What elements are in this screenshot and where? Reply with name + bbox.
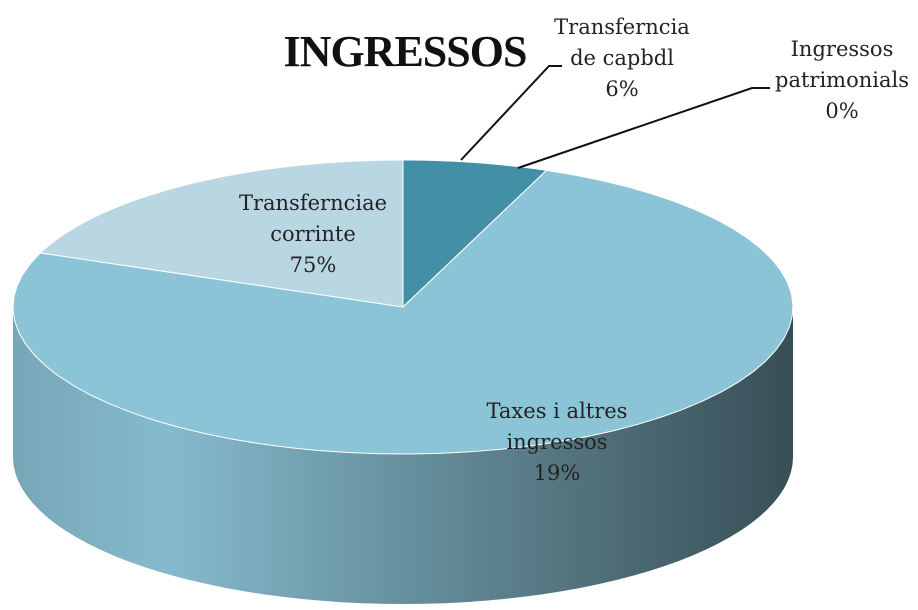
leader-line [460,65,562,161]
category-label: Taxes i altres ingressos [486,399,628,454]
data-label: Transfernciae corrinte 75% [213,188,413,281]
value-label: 6% [605,77,639,101]
slice [12,169,794,455]
value-label: 19% [533,461,581,485]
chart-title: INGRESSOS [283,27,528,76]
data-label: Taxes i altres ingressos 19% [447,396,667,489]
category-label: Transfernciae corrinte [238,191,388,246]
side-shade [13,307,793,604]
plot [12,159,794,604]
data-label: Transferncia de capbdl 6% [547,12,697,105]
category-label: Transferncia de capbdl [554,15,690,70]
slice [402,159,548,309]
value-label: 0% [825,99,859,123]
leader-line [517,87,770,169]
slice [39,159,404,308]
data-label: Ingressos patrimonials 0% [762,34,918,127]
category-label: Ingressos patrimonials [775,37,909,92]
value-label: 75% [289,253,337,277]
